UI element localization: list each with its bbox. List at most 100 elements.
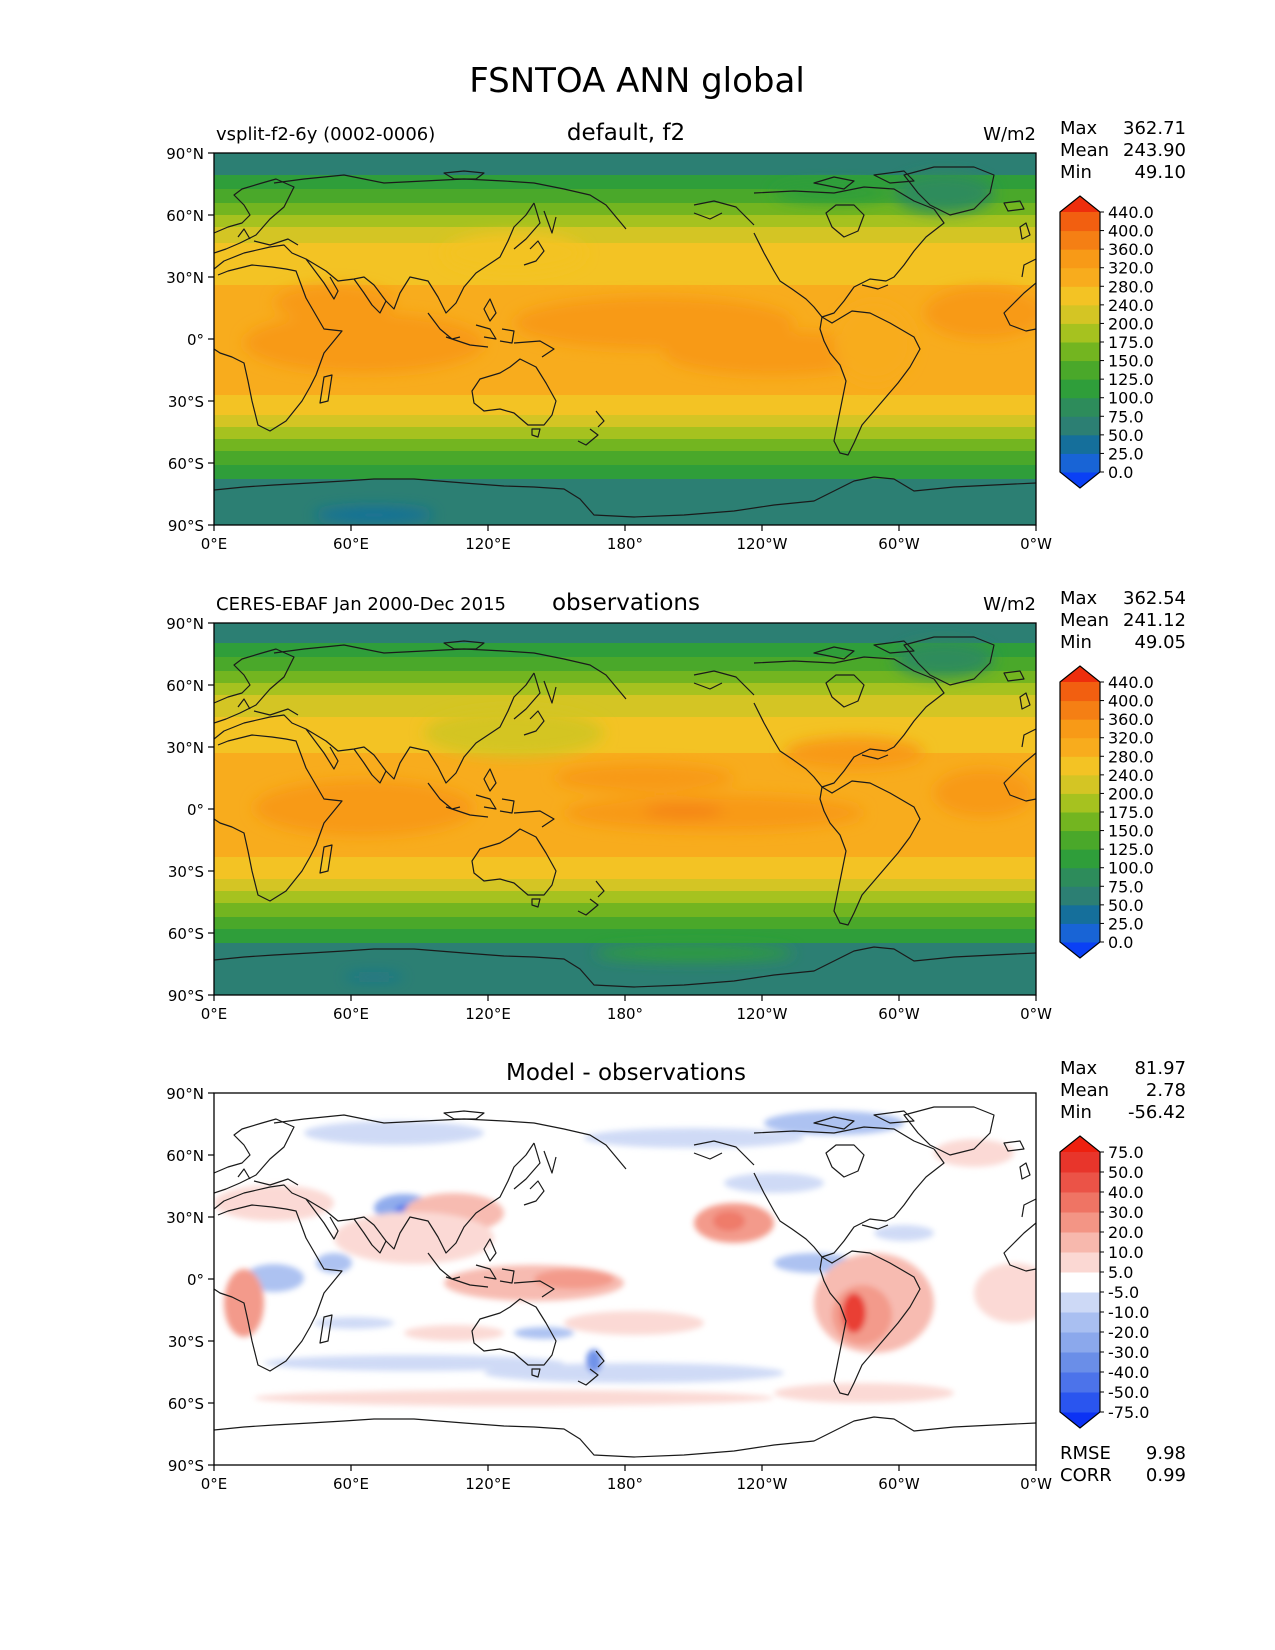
colorbar-swatch [1060, 1172, 1100, 1193]
colorbar-swatch [1060, 1312, 1100, 1333]
colorbar-tick-label: -50.0 [1108, 1383, 1149, 1402]
panel-left-label: vsplit-f2-6y (0002-0006) [216, 124, 435, 145]
colorbar-extend-min [1060, 942, 1100, 958]
lon-tick-label: 0°W [1020, 535, 1052, 553]
lon-tick-label: 0°E [201, 1475, 228, 1493]
colorbar-tick-label: 320.0 [1108, 729, 1154, 748]
lat-tick-label: 30°N [166, 269, 204, 287]
lon-axis: 0°E 60°E 120°E 180° 120°W 60°W 0°W [201, 525, 1052, 553]
lon-tick-label: 120°E [465, 1005, 511, 1023]
rmse-label: RMSE [1060, 1443, 1111, 1464]
colorbar-swatch [1060, 416, 1100, 436]
colorbar-tick-label: -30.0 [1108, 1343, 1149, 1362]
stat-label-mean: Mean [1060, 140, 1109, 161]
colorbar-tick-label: 280.0 [1108, 277, 1154, 296]
colorbar-tick-label: 200.0 [1108, 784, 1154, 803]
lat-tick-label: 60°N [166, 1147, 204, 1165]
lon-tick-label: 60°W [878, 1005, 920, 1023]
field-blobs [244, 173, 1036, 523]
colorbar-swatch [1060, 286, 1100, 306]
lat-axis: 90°N 60°N 30°N 0° 30°S 60°S 90°S [166, 1085, 214, 1475]
lon-tick-label: 120°E [465, 1475, 511, 1493]
colorbar-swatch [1060, 1232, 1100, 1253]
lon-tick-label: 60°W [878, 535, 920, 553]
colorbar-tick-label: 400.0 [1108, 222, 1154, 241]
panel-left-label: CERES-EBAF Jan 2000-Dec 2015 [216, 594, 506, 615]
stat-value-max: 81.97 [1134, 1058, 1186, 1079]
colorbar-tick-label: -20.0 [1108, 1323, 1149, 1342]
stats-box: Max 362.54 Mean 241.12 Min 49.05 [1060, 588, 1186, 653]
colorbar-swatch [1060, 867, 1100, 887]
stat-value-min: -56.42 [1128, 1102, 1186, 1123]
colorbar-tick-label: 280.0 [1108, 747, 1154, 766]
colorbar-tick-label: 5.0 [1108, 1263, 1133, 1282]
rmse-value: 9.98 [1146, 1443, 1186, 1464]
panel-difference: Model - observations [166, 1058, 1186, 1493]
colorbar-swatch [1060, 830, 1100, 850]
lat-tick-label: 90°S [168, 1457, 204, 1475]
stat-value-max: 362.71 [1123, 118, 1186, 139]
colorbar-swatch [1060, 923, 1100, 943]
lon-tick-label: 120°W [737, 1475, 788, 1493]
lat-tick-label: 60°S [168, 455, 204, 473]
stat-label-max: Max [1060, 588, 1098, 609]
colorbar-tick-label: 50.0 [1108, 896, 1144, 915]
stat-value-mean: 2.78 [1146, 1080, 1186, 1101]
colorbar-tick-label: 360.0 [1108, 710, 1154, 729]
colorbar-swatch [1060, 1212, 1100, 1233]
colorbar-swatch [1060, 849, 1100, 869]
lat-tick-label: 90°N [166, 145, 204, 163]
stat-value-max: 362.54 [1123, 588, 1186, 609]
lon-tick-label: 180° [607, 1475, 643, 1493]
lat-tick-label: 60°S [168, 925, 204, 943]
colorbar-tick-label: -40.0 [1108, 1363, 1149, 1382]
map-field [214, 623, 1036, 995]
error-stats: RMSE 9.98 CORR 0.99 [1060, 1443, 1186, 1486]
colorbar-swatch [1060, 212, 1100, 232]
lon-tick-label: 60°W [878, 1475, 920, 1493]
colorbar: 0.025.050.075.0100.0125.0150.0175.0200.0… [1059, 665, 1154, 959]
stat-label-max: Max [1060, 118, 1098, 139]
stat-value-mean: 241.12 [1123, 610, 1186, 631]
stat-label-min: Min [1060, 1102, 1092, 1123]
colorbar-tick-label: 125.0 [1108, 840, 1154, 859]
colorbar: 0.025.050.075.0100.0125.0150.0175.0200.0… [1059, 195, 1154, 489]
stat-value-min: 49.05 [1134, 632, 1186, 653]
colorbar-tick-label: 150.0 [1108, 352, 1154, 371]
colorbar-swatch [1060, 453, 1100, 473]
lat-tick-label: 90°N [166, 1085, 204, 1103]
colorbar-tick-label: 175.0 [1108, 803, 1154, 822]
field-blobs [254, 641, 1034, 980]
colorbar-swatch [1060, 1272, 1100, 1293]
panel-observations: CERES-EBAF Jan 2000-Dec 2015 observation… [166, 588, 1186, 1023]
lat-tick-label: 60°S [168, 1395, 204, 1413]
colorbar-swatch [1060, 342, 1100, 362]
colorbar-tick-label: -10.0 [1108, 1303, 1149, 1322]
panel-units: W/m2 [983, 124, 1036, 145]
colorbar-swatch [1060, 1292, 1100, 1313]
corr-value: 0.99 [1146, 1465, 1186, 1486]
colorbar-swatch [1060, 1372, 1100, 1393]
colorbar-swatch [1060, 774, 1100, 794]
lat-tick-label: 30°S [168, 863, 204, 881]
colorbar-tick-label: 440.0 [1108, 203, 1154, 222]
colorbar-swatch [1060, 756, 1100, 776]
lon-tick-label: 60°E [333, 1475, 369, 1493]
lon-tick-label: 180° [607, 1005, 643, 1023]
lat-tick-label: 90°S [168, 517, 204, 535]
colorbar-tick-label: -75.0 [1108, 1403, 1149, 1422]
stat-label-max: Max [1060, 1058, 1098, 1079]
panel-title: Model - observations [506, 1060, 746, 1086]
stats-box: Max 81.97 Mean 2.78 Min -56.42 [1060, 1058, 1186, 1123]
colorbar-tick-label: 240.0 [1108, 296, 1154, 315]
lat-tick-label: 90°S [168, 987, 204, 1005]
lon-axis: 0°E 60°E 120°E 180° 120°W 60°W 0°W [201, 995, 1052, 1023]
colorbar-tick-label: 40.0 [1108, 1183, 1144, 1202]
lon-tick-label: 120°W [737, 535, 788, 553]
colorbar-tick-label: 320.0 [1108, 259, 1154, 278]
colorbar-extend-max [1060, 196, 1100, 212]
lat-tick-label: 0° [187, 801, 204, 819]
panel-units: W/m2 [983, 594, 1036, 615]
lon-axis: 0°E 60°E 120°E 180° 120°W 60°W 0°W [201, 1465, 1052, 1493]
